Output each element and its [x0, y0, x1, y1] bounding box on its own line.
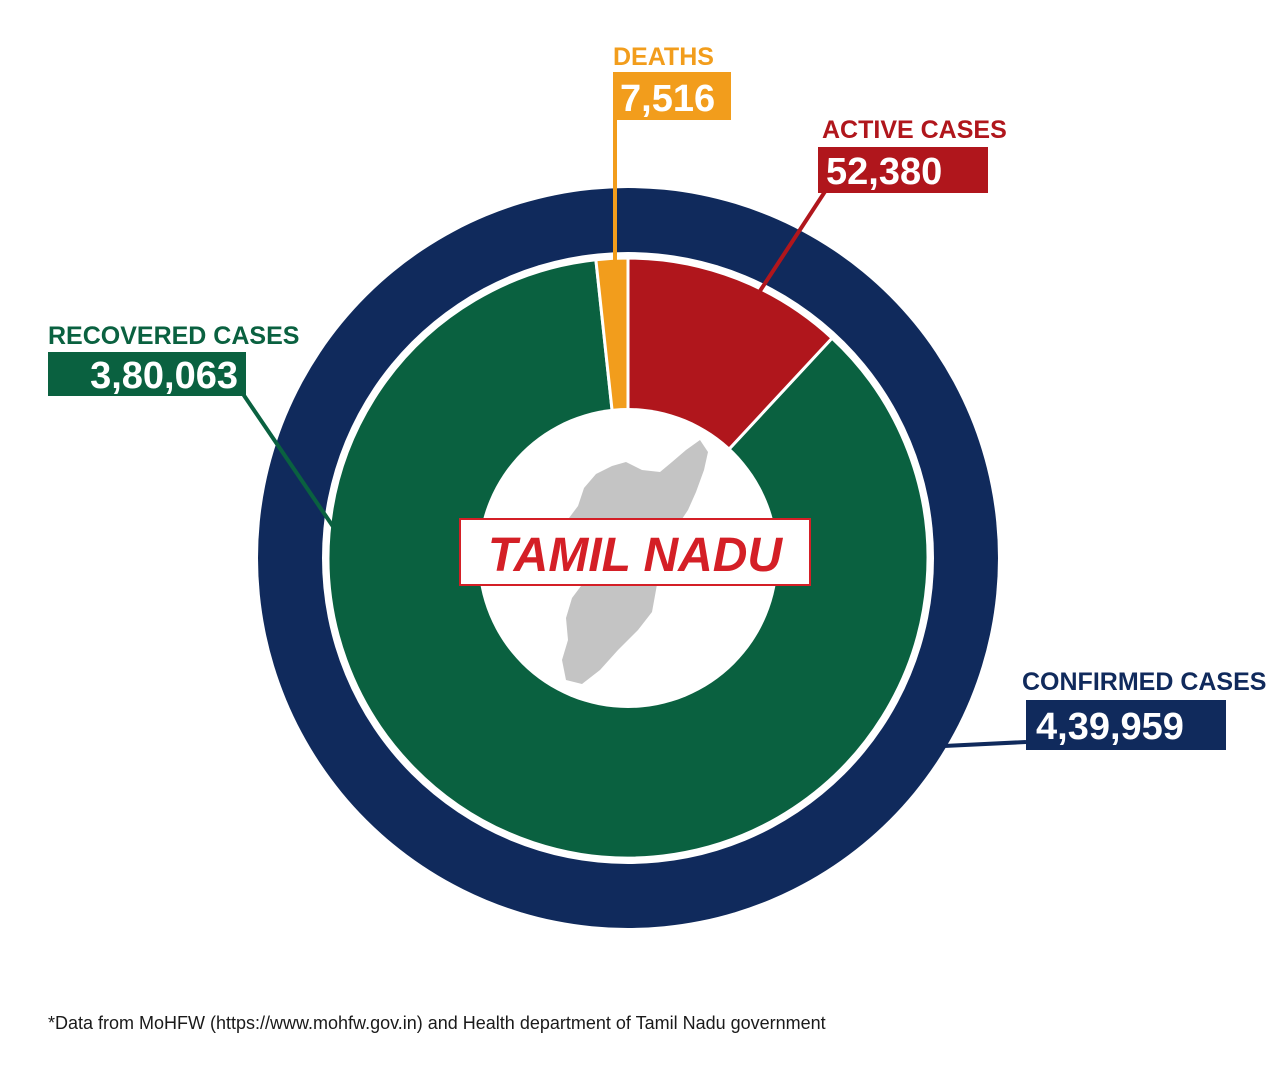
active-cases-label: ACTIVE CASES	[822, 116, 1007, 144]
confirmed-cases-leader-line	[943, 740, 1027, 748]
confirmed-cases-value-box	[1026, 700, 1226, 750]
title-box	[459, 518, 811, 586]
chart-title: TAMIL NADU	[488, 529, 784, 582]
recovered-cases-label: RECOVERED CASES	[48, 322, 299, 350]
confirmed-cases-label: CONFIRMED CASES	[1022, 668, 1266, 696]
deaths-value: 7,516	[620, 78, 715, 120]
recovered-cases-value: 3,80,063	[90, 355, 238, 397]
active-cases-value-box	[818, 147, 988, 193]
recovered-cases-value-box	[48, 352, 246, 396]
active-cases-leader-line	[756, 188, 828, 296]
confirmed-cases-value: 4,39,959	[1036, 706, 1184, 748]
active-cases-value: 52,380	[826, 151, 942, 193]
source-footnote: *Data from MoHFW (https://www.mohfw.gov.…	[48, 1013, 826, 1033]
deaths-label: DEATHS	[613, 43, 714, 71]
recovered-cases-leader-line	[241, 392, 336, 530]
deaths-value-box	[613, 72, 731, 120]
